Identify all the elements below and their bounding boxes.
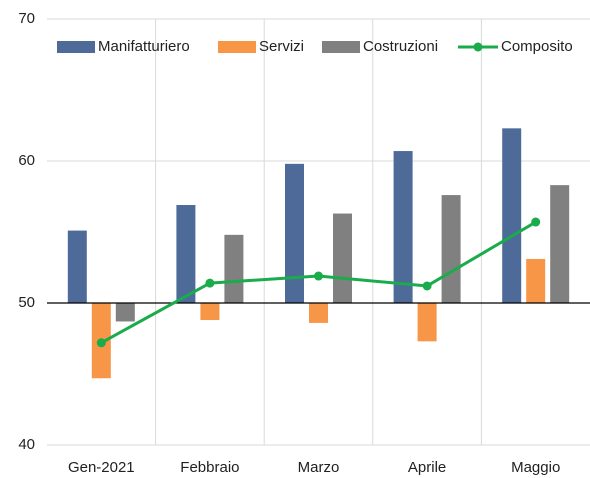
y-tick-label: 50 xyxy=(18,294,35,311)
legend-label: Composito xyxy=(501,38,573,55)
y-tick-label: 70 xyxy=(18,10,35,27)
bar xyxy=(417,303,437,342)
bar xyxy=(115,303,135,322)
legend-swatch xyxy=(218,41,256,53)
legend-label: Manifatturiero xyxy=(98,38,190,55)
x-tick-label: Febbraio xyxy=(180,459,239,476)
y-tick-label: 60 xyxy=(18,152,35,169)
line xyxy=(100,220,537,345)
x-tick-label: Aprile xyxy=(408,459,446,476)
bar xyxy=(176,205,196,303)
bar xyxy=(285,163,304,303)
legend-label: Costruzioni xyxy=(363,38,438,55)
line-marker xyxy=(314,271,323,281)
line-marker xyxy=(531,217,541,227)
x-tick-label: Maggio xyxy=(511,459,560,476)
bar xyxy=(309,303,328,323)
x-tick-label: Marzo xyxy=(298,459,340,476)
x-tick-label: Gen-2021 xyxy=(68,459,135,476)
legend-marker xyxy=(473,42,483,52)
legend-label: Servizi xyxy=(259,38,304,55)
line-marker xyxy=(422,281,432,291)
legend-swatch xyxy=(322,41,360,53)
bar xyxy=(333,213,352,303)
bar xyxy=(67,230,87,303)
bar xyxy=(502,128,522,303)
y-tick-label: 40 xyxy=(18,436,35,453)
bar xyxy=(393,151,413,303)
bar xyxy=(200,303,220,321)
bar xyxy=(526,258,546,303)
bar xyxy=(224,234,244,303)
line-marker xyxy=(205,278,215,288)
bar xyxy=(550,185,570,303)
legend-swatch xyxy=(57,41,95,53)
line-marker xyxy=(96,338,106,348)
bar xyxy=(441,195,461,303)
